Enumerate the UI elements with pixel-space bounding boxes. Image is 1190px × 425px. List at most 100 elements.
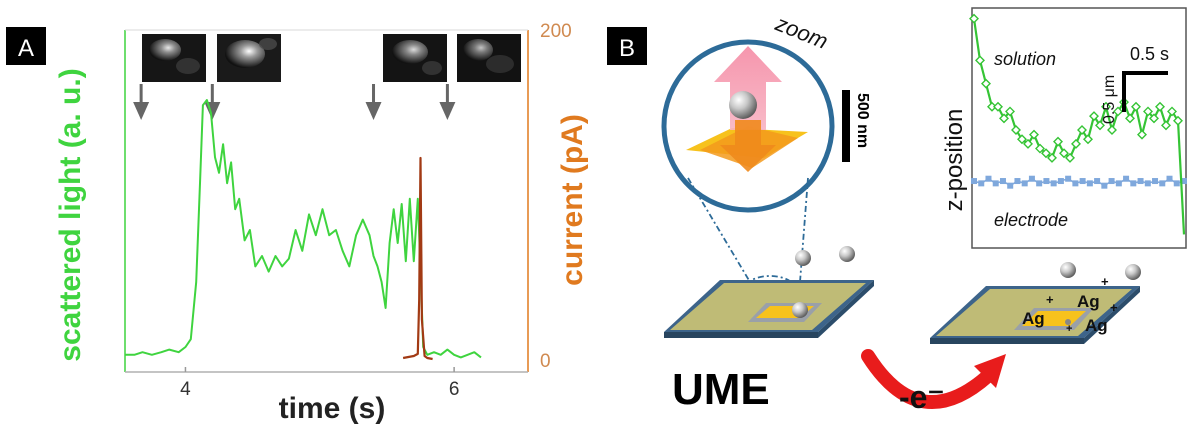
electrode-marker bbox=[1036, 180, 1043, 187]
thumbnail-1 bbox=[142, 34, 206, 82]
solution-marker bbox=[1065, 152, 1075, 163]
nanoparticle-on-electrode bbox=[792, 302, 808, 318]
solution-marker bbox=[1017, 134, 1027, 145]
electrode-marker bbox=[1166, 175, 1173, 182]
y-left-label: scattered light (a. u.) bbox=[54, 68, 87, 361]
solution-label: solution bbox=[994, 49, 1056, 69]
electrode-marker bbox=[1137, 178, 1144, 185]
electrode-marker bbox=[1072, 180, 1079, 187]
ag-label-1: Ag bbox=[1077, 292, 1100, 311]
x-tick-label: 6 bbox=[449, 379, 460, 400]
electrode-marker bbox=[1079, 178, 1086, 185]
thumbnail-3 bbox=[383, 34, 447, 82]
nanoparticle-zoom bbox=[729, 91, 757, 119]
solution-marker bbox=[1137, 129, 1147, 140]
electrode-marker bbox=[992, 180, 999, 187]
electrode-marker bbox=[1094, 178, 1101, 185]
plot-frame bbox=[124, 29, 529, 373]
electrode-marker bbox=[1021, 180, 1028, 187]
oxidation-arrow bbox=[861, 349, 1006, 410]
panel-a-letter-box bbox=[6, 27, 46, 65]
solution-marker bbox=[1167, 106, 1177, 117]
electrode-marker bbox=[1101, 182, 1108, 189]
down-arrow bbox=[720, 120, 776, 172]
thumbnail-4 bbox=[457, 34, 521, 82]
electrode-marker bbox=[1086, 180, 1093, 187]
event-arrows bbox=[133, 84, 456, 120]
electrode-marker bbox=[985, 175, 992, 182]
scale-500nm-label: 500 nm bbox=[854, 93, 871, 148]
scattered-light-trace bbox=[125, 99, 482, 359]
solution-marker bbox=[969, 13, 979, 24]
x-axis-label: time (s) bbox=[279, 392, 386, 425]
right-tick-200: 200 bbox=[540, 21, 572, 42]
electrode-marker bbox=[1144, 180, 1151, 187]
event-arrow-4 bbox=[439, 84, 456, 120]
solution-marker bbox=[1107, 125, 1117, 135]
y-right-label: current (pA) bbox=[556, 114, 589, 286]
solution-marker bbox=[1125, 113, 1135, 124]
electrode-marker bbox=[1007, 182, 1014, 189]
event-arrow-3 bbox=[365, 84, 382, 120]
solution-marker bbox=[1077, 125, 1087, 135]
z-position-inset: solution electrode 0.5 s 0.5 μm bbox=[969, 7, 1187, 249]
event-arrow-1 bbox=[133, 84, 150, 120]
solution-marker bbox=[1071, 138, 1081, 149]
plus-2: + bbox=[1110, 300, 1118, 315]
solution-marker bbox=[1005, 106, 1015, 117]
panel-b-letter: B bbox=[619, 35, 635, 62]
electrode-marker bbox=[978, 180, 985, 187]
data-traces bbox=[125, 99, 482, 361]
ag-label-2: Ag bbox=[1022, 309, 1045, 328]
electrode-marker bbox=[1043, 178, 1050, 185]
solution-marker bbox=[981, 78, 991, 89]
solution-marker bbox=[1143, 106, 1153, 117]
solution-marker bbox=[1083, 134, 1093, 145]
solution-marker bbox=[1173, 115, 1183, 126]
dissolved-particle bbox=[1065, 319, 1071, 325]
solution-marker bbox=[1155, 101, 1165, 112]
electrode-marker bbox=[1181, 178, 1187, 185]
electrode-marker bbox=[1014, 178, 1021, 185]
inset-frame bbox=[971, 7, 1187, 249]
image-thumbnails bbox=[142, 34, 521, 82]
nanoparticle-solution-4 bbox=[1125, 264, 1141, 280]
thumbnail-2 bbox=[217, 34, 281, 82]
electrode-marker bbox=[999, 178, 1006, 185]
nanoparticle-solution-1 bbox=[795, 250, 811, 266]
solution-marker bbox=[1131, 101, 1141, 112]
panel-b-letter-box bbox=[607, 27, 647, 65]
solution-marker bbox=[1059, 148, 1069, 159]
panel-a-letter: A bbox=[18, 35, 34, 62]
panel-a: A bbox=[6, 21, 589, 425]
inset-traces bbox=[969, 13, 1187, 235]
solution-marker bbox=[1035, 143, 1045, 154]
solution-marker bbox=[1089, 111, 1099, 122]
electrode-marker bbox=[1115, 180, 1122, 187]
solution-marker bbox=[1101, 101, 1111, 112]
solution-marker bbox=[1047, 152, 1057, 163]
solution-marker bbox=[1023, 138, 1033, 149]
ume-substrate-left bbox=[664, 280, 874, 338]
electrode-marker bbox=[1057, 178, 1064, 185]
solution-marker bbox=[993, 101, 1003, 112]
solution-marker bbox=[1149, 113, 1159, 124]
panel-b: B zoom 500 nm bbox=[607, 7, 1187, 415]
time-scale-label: 0.5 s bbox=[1130, 44, 1169, 64]
electrode-marker bbox=[971, 178, 977, 185]
electrode-marker bbox=[1123, 175, 1130, 182]
right-tick-0: 0 bbox=[540, 351, 551, 372]
zoom-circle bbox=[661, 39, 835, 213]
z-position-label: z-position bbox=[941, 109, 968, 212]
solution-marker bbox=[1113, 106, 1123, 117]
solution-marker bbox=[1161, 120, 1171, 131]
um-scale-label: 0.5 μm bbox=[1101, 75, 1118, 124]
solution-marker bbox=[1053, 136, 1063, 147]
solution-marker bbox=[999, 113, 1009, 124]
electrode-marker bbox=[1159, 180, 1166, 187]
electron-label: -e⁻ bbox=[899, 379, 944, 415]
solution-marker bbox=[1029, 129, 1039, 140]
electrode-marker bbox=[1028, 175, 1035, 182]
electrode-marker bbox=[1173, 180, 1180, 187]
